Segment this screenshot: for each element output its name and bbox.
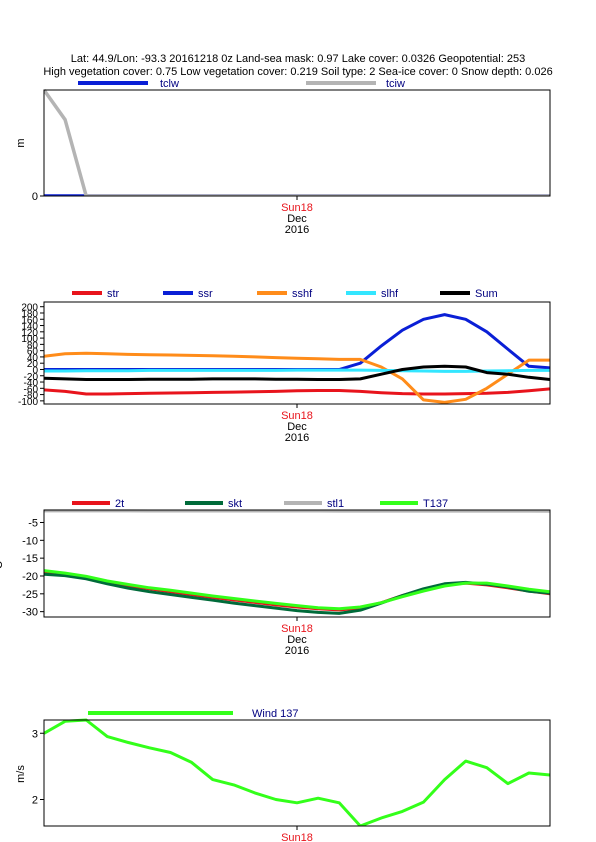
- legend-label: ssr: [198, 288, 213, 300]
- series-line-sum: [44, 364, 550, 381]
- header-line-1: Lat: 44.9/Lon: -93.3 20161218 0z Land-se…: [71, 53, 525, 65]
- chart-panel-4: 3 2 m/s Sun18 Wind 137: [15, 708, 551, 842]
- header-line-2: High vegetation cover: 0.75 Low vegetati…: [43, 66, 552, 78]
- legend-label: tclw: [160, 78, 179, 90]
- y-tick-label: 160: [21, 315, 38, 326]
- legend-label: Sum: [475, 288, 498, 300]
- legend-label: skt: [228, 498, 242, 510]
- x-date-label: Sun18: [281, 202, 313, 214]
- legend-label: 2t: [115, 498, 124, 510]
- y-tick-label: -30: [22, 607, 38, 619]
- legend-label: stl1: [327, 498, 344, 510]
- y-tick-label: -20: [24, 372, 39, 383]
- legend-label: sshf: [292, 288, 313, 300]
- y-tick-label: -100: [18, 397, 38, 408]
- chart-panel-2: 200180160140120100806040200-20-40-60-80-…: [18, 288, 551, 444]
- series-line-sshf: [44, 351, 550, 404]
- x-date-label: Sun18: [281, 623, 313, 635]
- y-tick-label: 2: [32, 795, 38, 807]
- x-date-label: Sun18: [281, 410, 313, 422]
- series-group: [44, 88, 550, 196]
- x-date-label: 2016: [285, 432, 309, 444]
- series-group: [44, 313, 550, 404]
- y-tick-label: 0: [32, 191, 38, 203]
- x-date-label: Dec: [287, 213, 307, 225]
- y-tick-label: 40: [27, 353, 39, 364]
- x-date-label: 2016: [285, 645, 309, 657]
- y-tick-label: 80: [27, 340, 39, 351]
- y-axis-label: m/s: [15, 765, 27, 783]
- series-line-tciw: [44, 88, 550, 196]
- y-tick-label: -5: [28, 517, 38, 529]
- y-tick-label: 3: [32, 728, 38, 740]
- series-line-str: [44, 387, 550, 396]
- series-group: [44, 509, 550, 615]
- y-tick-label: -60: [24, 384, 39, 395]
- legend-label: slhf: [381, 288, 399, 300]
- plot-frame: [43, 89, 551, 197]
- x-date-label: Dec: [287, 634, 307, 646]
- x-date-label: 2016: [285, 224, 309, 236]
- y-tick-label: -20: [22, 571, 38, 583]
- x-date-label: Dec: [287, 421, 307, 433]
- legend-label: str: [107, 288, 120, 300]
- series-line-wind-137: [44, 718, 550, 826]
- x-date-label: Sun18: [281, 832, 313, 842]
- series-line-t137: [44, 569, 550, 611]
- y-tick-label: 60: [27, 347, 39, 358]
- series-line-slhf: [44, 368, 550, 373]
- y-tick-label: 120: [21, 328, 38, 339]
- y-tick-label: -40: [24, 378, 39, 389]
- y-tick-label: 0: [32, 365, 38, 376]
- legend-label: Wind 137: [252, 708, 298, 720]
- y-tick-label: -15: [22, 553, 38, 565]
- series-line-ssr: [44, 313, 550, 371]
- plot-frame: [43, 719, 551, 827]
- y-tick-label: 100: [21, 334, 38, 345]
- plot-frame: [43, 509, 551, 618]
- y-tick-label: 200: [21, 303, 38, 314]
- y-tick-label: 180: [21, 309, 38, 320]
- y-tick-label: -80: [24, 391, 39, 402]
- y-tick-label: -25: [22, 589, 38, 601]
- legend-label: T137: [423, 498, 448, 510]
- y-axis-label: C: [0, 561, 5, 569]
- y-tick-label: -10: [22, 535, 38, 547]
- series-group: [44, 718, 550, 826]
- y-tick-label: 20: [27, 359, 39, 370]
- y-axis-label: m: [15, 138, 27, 147]
- legend-label: tciw: [386, 78, 405, 90]
- y-tick-label: 140: [21, 322, 38, 333]
